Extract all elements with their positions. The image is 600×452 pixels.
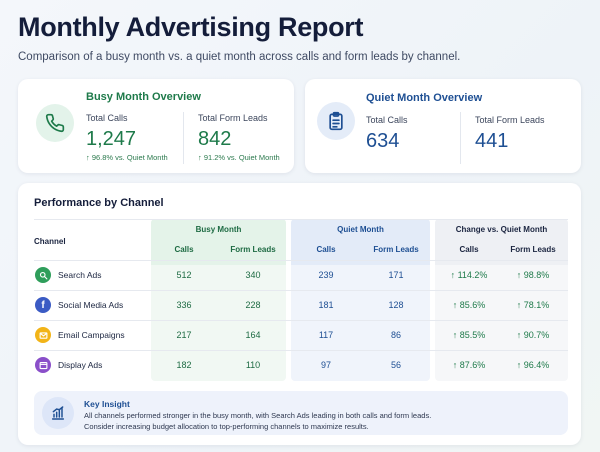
quiet-leads-cell: 128 <box>388 300 404 310</box>
channel-name: Email Campaigns <box>58 330 125 340</box>
busy-calls-cell: 512 <box>176 270 192 280</box>
change-calls-cell: ↑ 114.2% <box>450 270 488 280</box>
quiet-calls-cell: 117 <box>318 330 334 340</box>
quiet-calls-label: Total Calls <box>366 115 408 125</box>
busy-month-header-bg <box>151 219 286 265</box>
change-calls-header: Calls <box>459 245 479 254</box>
busy-month-group-header: Busy Month <box>195 225 242 234</box>
channel-column-header: Channel <box>34 237 66 246</box>
quiet-leads-cell: 56 <box>390 360 401 370</box>
change-calls-cell: ↑ 85.5% <box>452 330 486 340</box>
busy-month-overview-card: Busy Month Overview Total Calls 1,247 ↑ … <box>18 79 294 173</box>
page-title: Monthly Advertising Report <box>18 12 364 42</box>
change-leads-cell: ↑ 78.1% <box>516 300 550 310</box>
busy-overview-title: Busy Month Overview <box>86 91 201 103</box>
email-icon <box>35 327 51 343</box>
row-rule <box>34 290 568 291</box>
change-leads-cell: ↑ 98.8% <box>516 270 550 280</box>
table-row: Display Ads 182 110 97 56 ↑ 87.6% ↑ 96.4… <box>18 350 581 380</box>
row-rule <box>34 320 568 321</box>
busy-calls-value: 1,247 <box>86 128 137 150</box>
quiet-leads-header: Form Leads <box>373 245 419 254</box>
table-row: f Social Media Ads 336 228 181 128 ↑ 85.… <box>18 290 581 320</box>
quiet-leads-cell: 171 <box>388 270 404 280</box>
busy-leads-cell: 164 <box>245 330 261 340</box>
quiet-calls-cell: 181 <box>318 300 334 310</box>
busy-overview-divider <box>183 112 184 164</box>
busy-calls-label: Total Calls <box>86 113 128 123</box>
bar-chart-icon <box>42 397 74 429</box>
busy-calls-cell: 217 <box>176 330 192 340</box>
channel-name: Social Media Ads <box>58 300 124 310</box>
change-leads-cell: ↑ 96.4% <box>516 360 550 370</box>
key-insight-box: Key Insight All channels performed stron… <box>34 391 568 435</box>
quiet-leads-value: 441 <box>475 130 509 152</box>
quiet-leads-cell: 86 <box>390 330 401 340</box>
table-top-rule <box>34 219 568 220</box>
quiet-calls-value: 634 <box>366 130 400 152</box>
change-leads-header: Form Leads <box>510 245 556 254</box>
quiet-month-overview-card: Quiet Month Overview Total Calls 634 Tot… <box>305 79 581 173</box>
busy-leads-cell: 340 <box>245 270 261 280</box>
change-header-bg <box>435 219 568 265</box>
quiet-month-group-header: Quiet Month <box>337 225 384 234</box>
channel-name: Display Ads <box>58 360 103 370</box>
performance-by-channel-card: Performance by Channel Busy Month Quiet … <box>18 183 581 445</box>
display-icon <box>35 357 51 373</box>
quiet-calls-cell: 97 <box>320 360 331 370</box>
phone-icon <box>36 104 74 142</box>
change-calls-cell: ↑ 87.6% <box>452 360 486 370</box>
table-row: Search Ads 512 340 239 171 ↑ 114.2% ↑ 98… <box>18 260 581 290</box>
quiet-calls-cell: 239 <box>318 270 334 280</box>
quiet-overview-title: Quiet Month Overview <box>366 92 483 104</box>
clipboard-icon <box>317 102 355 140</box>
change-group-header: Change vs. Quiet Month <box>455 225 548 234</box>
busy-leads-change: ↑ 91.2% vs. Quiet Month <box>198 153 280 162</box>
change-calls-cell: ↑ 85.6% <box>452 300 486 310</box>
quiet-leads-label: Total Form Leads <box>475 115 545 125</box>
busy-leads-value: 842 <box>198 128 232 150</box>
busy-leads-cell: 228 <box>245 300 261 310</box>
header-rule <box>34 260 568 261</box>
page-subtitle: Comparison of a busy month vs. a quiet m… <box>18 51 461 63</box>
busy-calls-cell: 336 <box>176 300 192 310</box>
channel-name: Search Ads <box>58 270 102 280</box>
quiet-month-header-bg <box>291 219 430 265</box>
quiet-overview-divider <box>460 112 461 164</box>
facebook-icon: f <box>35 297 51 313</box>
row-rule <box>34 350 568 351</box>
key-insight-line-2: Consider increasing budget allocation to… <box>84 422 369 431</box>
performance-title: Performance by Channel <box>34 197 164 209</box>
busy-leads-cell: 110 <box>245 360 261 370</box>
search-icon <box>35 267 51 283</box>
busy-calls-header: Calls <box>174 245 194 254</box>
change-leads-cell: ↑ 90.7% <box>516 330 550 340</box>
quiet-calls-header: Calls <box>316 245 336 254</box>
busy-leads-label: Total Form Leads <box>198 113 268 123</box>
key-insight-title: Key Insight <box>84 399 130 409</box>
key-insight-line-1: All channels performed stronger in the b… <box>84 411 432 420</box>
busy-leads-header: Form Leads <box>230 245 276 254</box>
busy-calls-cell: 182 <box>176 360 192 370</box>
table-row: Email Campaigns 217 164 117 86 ↑ 85.5% ↑… <box>18 320 581 350</box>
busy-calls-change: ↑ 96.8% vs. Quiet Month <box>86 153 168 162</box>
